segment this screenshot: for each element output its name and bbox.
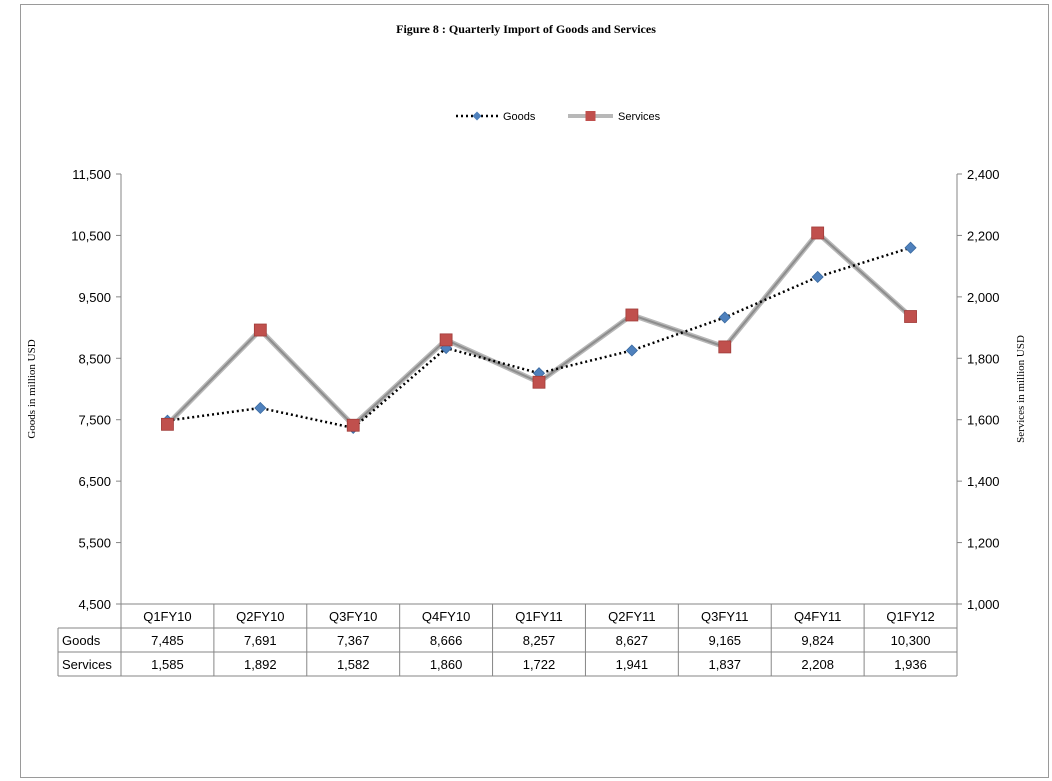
services-line-segment-shade xyxy=(538,313,633,384)
y-right-tick-label: 1,400 xyxy=(967,474,1000,489)
x-category-label: Q4FY11 xyxy=(794,609,841,624)
table-cell: 7,367 xyxy=(337,633,370,648)
table-cell: 1,892 xyxy=(244,657,277,672)
table-cell: 1,941 xyxy=(616,657,649,672)
services-point xyxy=(161,417,174,431)
y-right-tick-label: 2,000 xyxy=(967,290,1000,305)
y-left-tick-label: 5,500 xyxy=(78,536,111,551)
legend-goods-marker xyxy=(472,111,482,121)
services-point xyxy=(625,308,639,322)
y-right-tick-label: 1,200 xyxy=(967,536,1000,551)
y-left-axis-title: Goods in million USD xyxy=(26,339,38,438)
table-cell: 9,824 xyxy=(801,633,834,648)
services-point xyxy=(346,418,360,432)
x-category-label: Q2FY11 xyxy=(608,609,655,624)
x-category-label: Q1FY11 xyxy=(515,609,562,624)
table-cell: 1,582 xyxy=(337,657,370,672)
services-line-segment-shade xyxy=(352,338,448,427)
y-right-tick-label: 2,200 xyxy=(967,228,1000,243)
table-cell: 1,722 xyxy=(523,657,556,672)
y-left-tick-label: 4,500 xyxy=(78,597,111,612)
goods-line xyxy=(167,246,911,430)
services-point xyxy=(532,375,546,389)
services-point xyxy=(439,333,453,347)
chart-frame xyxy=(20,4,1049,778)
table-cell: 7,691 xyxy=(244,633,277,648)
table-cell: 10,300 xyxy=(891,633,931,648)
table-cell: 2,208 xyxy=(801,657,834,672)
x-category-label: Q3FY10 xyxy=(329,609,377,624)
services-point xyxy=(253,323,267,337)
legend-services-marker xyxy=(585,111,596,121)
legend-services-label: Services xyxy=(618,111,661,123)
services-point xyxy=(904,310,917,323)
services-point xyxy=(811,226,825,240)
services-line-segment-shade xyxy=(816,231,912,318)
table-cell: 1,585 xyxy=(151,657,184,672)
x-category-label: Q1FY10 xyxy=(143,609,191,624)
services-line-segment-shade xyxy=(259,329,355,427)
y-right-tick-label: 1,000 xyxy=(967,597,1000,612)
table-cell: 8,666 xyxy=(430,633,463,648)
table-cell: 9,165 xyxy=(709,633,742,648)
goods-point xyxy=(254,401,267,415)
table-cell: 7,485 xyxy=(151,633,184,648)
y-left-tick-label: 9,500 xyxy=(78,290,111,305)
table-cell: 8,257 xyxy=(523,633,556,648)
y-right-tick-label: 2,400 xyxy=(967,167,1000,182)
table-cell: 1,860 xyxy=(430,657,463,672)
x-category-label: Q1FY12 xyxy=(886,609,934,624)
y-left-tick-label: 6,500 xyxy=(78,474,111,489)
x-category-label: Q4FY10 xyxy=(422,609,470,624)
chart-title: Figure 8 : Quarterly Import of Goods and… xyxy=(396,22,656,36)
goods-point xyxy=(625,344,638,357)
services-line-segment-shade xyxy=(630,313,726,348)
x-category-label: Q3FY11 xyxy=(701,609,748,624)
y-left-tick-label: 7,500 xyxy=(78,413,111,428)
goods-point xyxy=(904,241,917,254)
table-row-label: Services xyxy=(62,657,112,672)
y-left-tick-label: 11,500 xyxy=(72,167,111,182)
y-right-axis-title: Services in million USD xyxy=(1015,335,1027,443)
table-cell: 1,936 xyxy=(894,657,927,672)
services-line-segment-shade xyxy=(445,338,540,384)
services-line-segment-shade xyxy=(166,329,262,426)
legend-goods-label: Goods xyxy=(503,111,536,123)
y-left-tick-label: 10,500 xyxy=(71,228,111,243)
table-cell: 8,627 xyxy=(616,633,649,648)
x-category-label: Q2FY10 xyxy=(236,609,284,624)
y-right-tick-label: 1,800 xyxy=(967,351,1000,366)
services-point xyxy=(718,340,732,354)
y-right-tick-label: 1,600 xyxy=(967,413,1000,428)
goods-point xyxy=(811,270,824,284)
y-left-tick-label: 8,500 xyxy=(78,351,111,366)
services-line-segment-shade xyxy=(723,231,819,348)
table-cell: 1,837 xyxy=(709,657,742,672)
goods-point xyxy=(718,311,731,324)
table-row-label: Goods xyxy=(62,633,101,648)
